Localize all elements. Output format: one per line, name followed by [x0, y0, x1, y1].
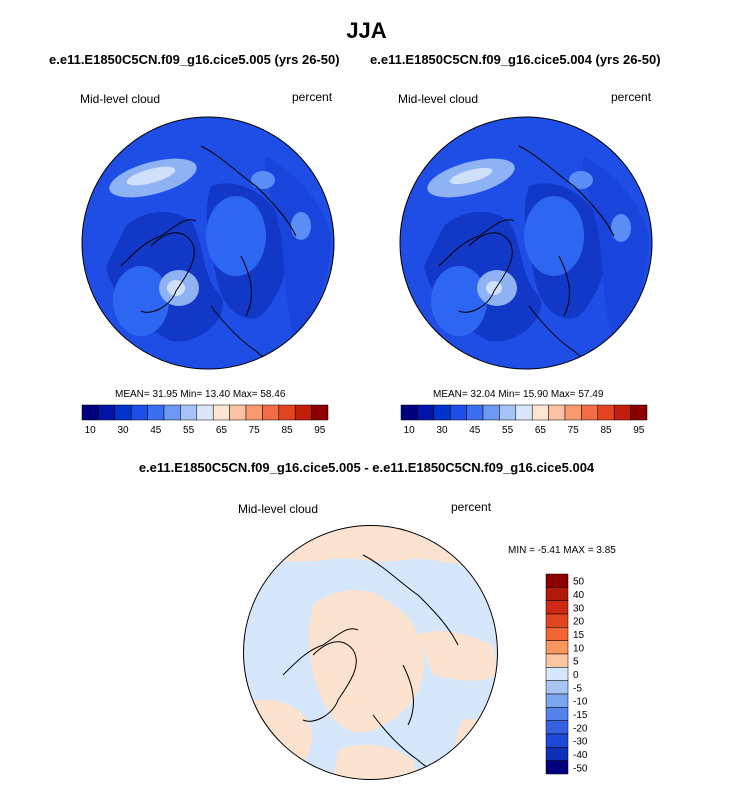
panel1-left-label: Mid-level cloud [80, 92, 161, 106]
colorbar-tick-label: 65 [535, 425, 547, 436]
colorbar-swatch [278, 404, 296, 421]
colorbar-swatch [417, 404, 435, 421]
colorbar-tick-label: -40 [573, 750, 588, 761]
colorbar-swatch [545, 680, 569, 695]
colorbar-swatch [545, 600, 569, 615]
colorbar-swatch [545, 653, 569, 668]
colorbar-swatch [163, 404, 181, 421]
colorbar-tick-label: 30 [436, 425, 448, 436]
colorbar-tick-label: 40 [573, 590, 585, 601]
colorbar-swatch [545, 627, 569, 641]
panel2-stats: MEAN= 32.04 Min= 15.90 Max= 57.49 [433, 389, 604, 400]
colorbar-tick-label: 15 [573, 630, 585, 641]
colorbar-tick-label: 95 [314, 425, 326, 436]
colorbar-swatch [545, 733, 569, 748]
colorbar-swatch [545, 720, 569, 735]
colorbar-tick-label: 75 [249, 425, 261, 436]
colorbar-swatch [545, 667, 569, 681]
colorbar-tick-label: 10 [85, 425, 97, 436]
colorbar-swatch [564, 404, 582, 421]
colorbar-swatch [449, 404, 467, 421]
panel1-right-label: percent [292, 90, 333, 104]
colorbar-swatch [630, 404, 648, 421]
figure-title: JJA [346, 18, 387, 43]
colorbar-swatch [98, 404, 116, 421]
colorbar-tick-label: 45 [469, 425, 481, 436]
colorbar-swatch [294, 404, 312, 421]
colorbar-swatch [433, 404, 451, 421]
panel1-stats: MEAN= 31.95 Min= 13.40 Max= 58.46 [115, 389, 286, 400]
colorbar-swatch [466, 404, 484, 421]
colorbar-tick-label: 75 [568, 425, 580, 436]
colorbar-tick-label: 55 [502, 425, 514, 436]
colorbar-swatch [229, 404, 247, 421]
colorbar-swatch [245, 404, 263, 421]
colorbar-swatch [581, 404, 599, 421]
colorbar-swatch [545, 760, 569, 775]
colorbar-panel1: 10 30 45 55 65 75 85 95 [81, 404, 329, 436]
colorbar-swatch [212, 404, 230, 421]
colorbar-tick-label: 50 [573, 577, 585, 588]
colorbar-tick-label: 55 [183, 425, 195, 436]
colorbar-swatch [545, 573, 569, 588]
colorbar-tick-label: -30 [573, 737, 588, 748]
panel2-right-label: percent [611, 90, 652, 104]
panel1-title: e.e11.E1850C5CN.f09_g16.cice5.005 (yrs 2… [49, 52, 340, 67]
colorbar-swatch [482, 404, 500, 421]
colorbar-tick-label: -50 [573, 763, 588, 774]
colorbar-tick-label: 65 [216, 425, 228, 436]
colorbar-tick-label: 95 [633, 425, 645, 436]
colorbar-swatch [262, 404, 280, 421]
colorbar-swatch [130, 404, 148, 421]
colorbar-tick-label: 45 [150, 425, 162, 436]
colorbar-swatch [548, 404, 566, 421]
colorbar-swatch [545, 640, 569, 655]
colorbar-swatch [311, 404, 329, 421]
colorbar-tick-label: 85 [281, 425, 293, 436]
colorbar-tick-label: -15 [573, 710, 588, 721]
map-panel3 [243, 525, 498, 780]
colorbar-swatch [545, 587, 569, 601]
colorbar-swatch [147, 404, 165, 421]
panel3-left-label: Mid-level cloud [238, 502, 319, 516]
colorbar-tick-label: 85 [600, 425, 612, 436]
colorbar-swatch [545, 747, 569, 761]
colorbar-tick-label: 0 [573, 670, 579, 681]
diff-title: e.e11.E1850C5CN.f09_g16.cice5.005 - e.e1… [138, 460, 595, 475]
colorbar-tick-label: 10 [573, 643, 585, 654]
colorbar-swatch [196, 404, 214, 421]
colorbar-tick-label: 10 [404, 425, 416, 436]
colorbar-panel2: 10 30 45 55 65 75 85 95 [400, 404, 648, 436]
colorbar-swatch [545, 693, 569, 708]
colorbar-swatch [597, 404, 615, 421]
colorbar-swatch [545, 613, 569, 628]
panel2-title: e.e11.E1850C5CN.f09_g16.cice5.004 (yrs 2… [370, 52, 661, 67]
colorbar-tick-label: -10 [573, 697, 588, 708]
colorbar-tick-label: 20 [573, 617, 585, 628]
colorbar-swatch [400, 404, 418, 421]
colorbar-swatch [545, 707, 569, 721]
panel3-stats: MIN = -5.41 MAX = 3.85 [508, 545, 616, 556]
colorbar-swatch [531, 404, 549, 421]
colorbar-tick-label: 30 [573, 603, 585, 614]
colorbar-tick-label: -5 [573, 683, 582, 694]
colorbar-swatch [81, 404, 99, 421]
colorbar-swatch [515, 404, 533, 421]
colorbar-tick-label: 5 [573, 657, 579, 668]
colorbar-swatch [114, 404, 132, 421]
map-panel1 [81, 116, 335, 370]
colorbar-tick-label: -20 [573, 723, 588, 734]
colorbar-swatch [613, 404, 631, 421]
colorbar-tick-label: 30 [117, 425, 129, 436]
panel3-right-label: percent [451, 500, 492, 514]
colorbar-swatch [180, 404, 198, 421]
colorbar-swatch [499, 404, 517, 421]
map-panel2 [399, 116, 653, 370]
panel2-left-label: Mid-level cloud [398, 92, 479, 106]
